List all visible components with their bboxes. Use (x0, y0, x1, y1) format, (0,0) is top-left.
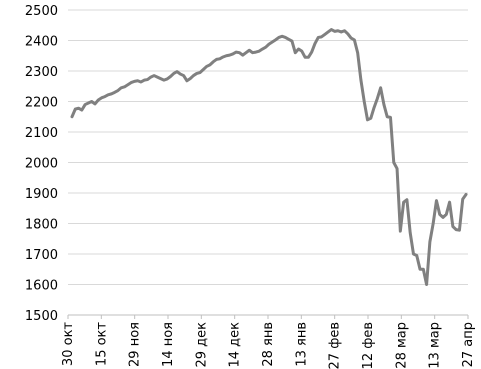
y-tick-label: 1800 (25, 218, 58, 233)
y-tick-label: 2000 (25, 157, 58, 172)
y-tick-label: 2100 (25, 126, 58, 141)
y-axis: 1500 1600 1700 1800 1900 2000 2100 2200 2300 2400… (25, 4, 58, 324)
grid-layer (68, 9, 468, 316)
x-tick-label: 13 янв (294, 322, 309, 367)
x-tick-label: 14 дек (228, 322, 243, 368)
series-layer (70, 28, 468, 286)
x-tick-label: 27 фев (328, 322, 343, 369)
x-tick-label: 28 янв (261, 322, 276, 367)
x-tick-label: 28 мар (394, 322, 409, 369)
series-line-0 (70, 28, 468, 286)
x-tick-label: 29 ноя (128, 322, 143, 367)
x-tick-label: 14 ноя (161, 322, 176, 367)
x-tick-label: 12 фев (361, 322, 376, 369)
x-tick-label: 15 окт (94, 322, 109, 366)
x-tick-label: 27 апр (461, 322, 476, 367)
y-tick-label: 2300 (25, 65, 58, 80)
x-tick-label: 30 окт (61, 322, 76, 366)
y-tick-label: 1900 (25, 187, 58, 202)
y-tick-label: 2200 (25, 96, 58, 111)
y-tick-label: 1500 (25, 309, 58, 324)
x-tick-label: 13 мар (428, 322, 443, 369)
y-tick-label: 2400 (25, 35, 58, 50)
x-axis: 30 окт 15 окт 29 ноя 14 ноя 29 дек 14 дек 28 я… (61, 315, 476, 369)
x-tick-label: 29 дек (194, 322, 209, 368)
y-tick-label: 1700 (25, 248, 58, 263)
y-tick-label: 1600 (25, 279, 58, 294)
y-tick-label: 2500 (25, 4, 58, 19)
